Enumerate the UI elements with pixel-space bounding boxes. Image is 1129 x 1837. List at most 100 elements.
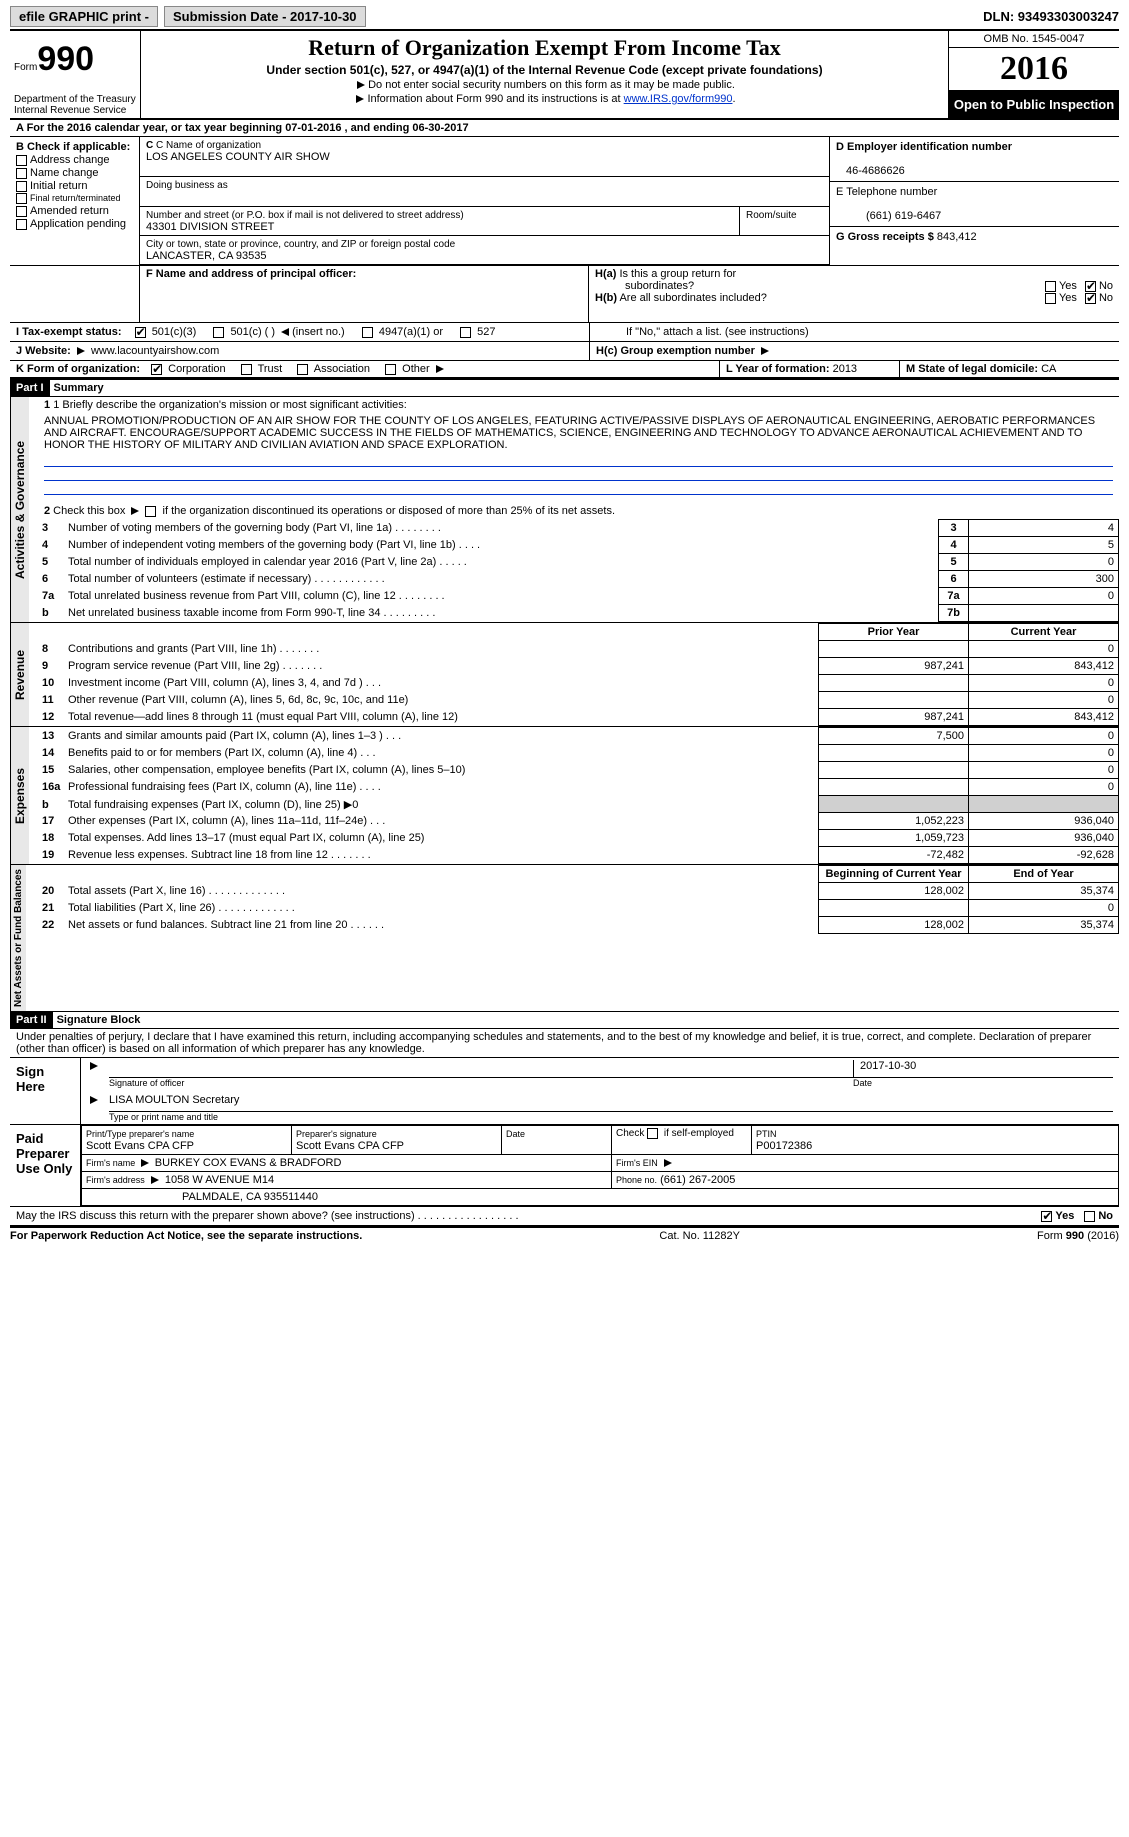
arrow-icon: [356, 95, 364, 103]
street-value: 43301 DIVISION STREET: [146, 221, 274, 233]
page-footer: For Paperwork Reduction Act Notice, see …: [10, 1226, 1119, 1242]
section-a: A For the 2016 calendar year, or tax yea…: [10, 120, 1119, 137]
preparer-name: Scott Evans CPA CFP: [86, 1140, 194, 1152]
part-ii-title: Signature Block: [57, 1014, 141, 1026]
section-bc: B Check if applicable: Address change Na…: [10, 137, 1119, 265]
net-assets-table: Beginning of Current YearEnd of Year20To…: [38, 865, 1119, 934]
street-label: Number and street (or P.O. box if mail i…: [146, 210, 464, 221]
paid-preparer-label: Paid Preparer Use Only: [10, 1125, 80, 1206]
sign-here-label: Sign Here: [10, 1058, 80, 1124]
mission-label: 1 1 Briefly describe the organization's …: [38, 397, 1119, 413]
arrow-icon: [77, 347, 85, 355]
date-label: Date: [853, 1078, 1113, 1088]
section-j-label: J Website:: [16, 345, 71, 357]
checkbox-application-pending[interactable]: [16, 219, 27, 230]
checkbox-association[interactable]: [297, 364, 308, 375]
hb-note: If "No," attach a list. (see instruction…: [596, 326, 809, 338]
checkbox-discontinued[interactable]: [145, 506, 156, 517]
part-ii-tag: Part II: [10, 1012, 53, 1028]
side-expenses: Expenses: [10, 727, 29, 864]
ptin-value: P00172386: [756, 1140, 812, 1152]
checkbox-ha-yes[interactable]: [1045, 281, 1056, 292]
checkbox-amended[interactable]: [16, 206, 27, 217]
side-activities-governance: Activities & Governance: [10, 397, 29, 622]
checkbox-discuss-yes[interactable]: [1041, 1211, 1052, 1222]
governance-table: 3Number of voting members of the governi…: [38, 519, 1119, 622]
city-label: City or town, state or province, country…: [146, 239, 455, 250]
department-label: Department of the Treasury Internal Reve…: [14, 94, 136, 116]
arrow-icon: [761, 347, 769, 355]
checkbox-501c[interactable]: [213, 327, 224, 338]
gross-label: G Gross receipts $: [836, 231, 934, 243]
year-formation: 2013: [833, 363, 857, 375]
checkbox-527[interactable]: [460, 327, 471, 338]
note-info: Information about Form 990 and its instr…: [367, 93, 623, 105]
efile-button[interactable]: efile GRAPHIC print -: [10, 6, 158, 27]
section-l-label: L Year of formation:: [726, 363, 830, 375]
line-2: 2 Check this box if the organization dis…: [38, 503, 1119, 519]
mission-text: ANNUAL PROMOTION/PRODUCTION OF AN AIR SH…: [38, 413, 1119, 453]
omb-number: OMB No. 1545-0047: [949, 31, 1119, 48]
arrow-icon: [151, 1176, 159, 1184]
section-m-label: M State of legal domicile:: [906, 363, 1038, 375]
checkbox-trust[interactable]: [241, 364, 252, 375]
open-inspection: Open to Public Inspection: [949, 91, 1119, 118]
arrow-icon: [90, 1062, 98, 1070]
checkbox-hb-yes[interactable]: [1045, 293, 1056, 304]
gross-value: 843,412: [937, 231, 977, 243]
form-label: Form: [14, 62, 37, 73]
section-hc-label: H(c) Group exemption number: [596, 345, 755, 357]
checkbox-4947[interactable]: [362, 327, 373, 338]
section-i-label: I Tax-exempt status:: [16, 326, 122, 338]
section-f-label: F Name and address of principal officer:: [146, 268, 356, 280]
part-i-tag: Part I: [10, 380, 50, 396]
arrow-icon: [141, 1159, 149, 1167]
side-net-assets: Net Assets or Fund Balances: [10, 865, 26, 1011]
arrow-icon: [436, 365, 444, 373]
top-bar: efile GRAPHIC print - Submission Date - …: [10, 6, 1119, 27]
arrow-icon: [664, 1159, 672, 1167]
checkbox-self-employed[interactable]: [647, 1128, 658, 1139]
dba-label: Doing business as: [146, 180, 228, 191]
officer-name: LISA MOULTON Secretary: [109, 1094, 239, 1106]
arrow-icon: [357, 81, 365, 89]
org-name-label: C C Name of organization: [146, 140, 261, 151]
website-value: www.lacountyairshow.com: [91, 345, 219, 357]
footer-right: Form 990 (2016): [1037, 1230, 1119, 1242]
part-i-title: Summary: [54, 382, 104, 394]
phone-value: (661) 619-6467: [836, 210, 941, 222]
declaration: Under penalties of perjury, I declare th…: [10, 1029, 1119, 1058]
ein-label: D Employer identification number: [836, 141, 1012, 153]
side-revenue: Revenue: [10, 623, 29, 726]
firm-name: BURKEY COX EVANS & BRADFORD: [155, 1157, 342, 1169]
irs-link[interactable]: www.IRS.gov/form990: [624, 93, 733, 105]
checkbox-501c3[interactable]: [135, 327, 146, 338]
checkbox-name-change[interactable]: [16, 168, 27, 179]
phone-label: E Telephone number: [836, 186, 937, 198]
form-number: 990: [37, 40, 94, 78]
form-title: Return of Organization Exempt From Incom…: [151, 35, 938, 61]
expenses-table: 13Grants and similar amounts paid (Part …: [38, 727, 1119, 864]
officer-type-label: Type or print name and title: [109, 1112, 1113, 1122]
checkbox-other[interactable]: [385, 364, 396, 375]
firm-phone: (661) 267-2005: [660, 1174, 735, 1186]
checkbox-initial-return[interactable]: [16, 181, 27, 192]
city-value: LANCASTER, CA 93535: [146, 250, 266, 262]
checkbox-corporation[interactable]: [151, 364, 162, 375]
firm-address1: 1058 W AVENUE M14: [165, 1174, 274, 1186]
ein-value: 46-4686626: [836, 165, 905, 177]
arrow-icon: [131, 507, 139, 515]
header-row: Form990 Department of the Treasury Inter…: [10, 31, 1119, 120]
submission-button[interactable]: Submission Date - 2017-10-30: [164, 6, 366, 27]
arrow-left-icon: [281, 328, 289, 336]
footer-left: For Paperwork Reduction Act Notice, see …: [10, 1230, 362, 1242]
section-b-title: B Check if applicable:: [16, 141, 130, 153]
section-k-label: K Form of organization:: [16, 363, 140, 375]
revenue-table: Prior YearCurrent Year8Contributions and…: [38, 623, 1119, 726]
sig-officer-label: Signature of officer: [109, 1078, 853, 1088]
checkbox-final-return[interactable]: [16, 193, 27, 204]
checkbox-discuss-no[interactable]: [1084, 1211, 1095, 1222]
sig-date: 2017-10-30: [853, 1060, 1113, 1077]
checkbox-hb-no[interactable]: [1085, 293, 1096, 304]
checkbox-address-change[interactable]: [16, 155, 27, 166]
